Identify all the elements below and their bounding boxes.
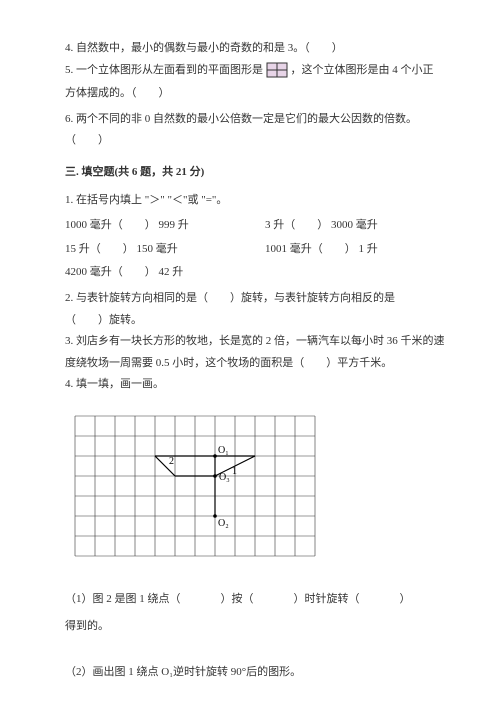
q5-shape-icon — [266, 62, 288, 78]
q4-sub1-b: ）按（ — [221, 593, 254, 605]
f1-row-2: 4200 毫升（ ） 42 升 — [65, 264, 445, 282]
f1-row-0: 1000 毫升（ ） 999 升 3 升（ ） 3000 毫升 — [65, 217, 445, 235]
svg-text:O₂: O₂ — [218, 518, 229, 529]
section-3-title: 三. 填空题(共 6 题，共 21 分) — [65, 164, 445, 182]
f1-2-0: 4200 毫升（ ） 42 升 — [65, 264, 235, 282]
question-5-line1: 5. 一个立体图形从左面看到的平面图形是 ，这个立体图形是由 4 个小正 — [65, 62, 445, 80]
f2-line1: 2. 与表针旋转方向相同的是（ ）旋转，与表针旋转方向相反的是 — [65, 292, 395, 304]
question-5-line2: 方体摆成的。（ ） — [65, 85, 445, 103]
q5-line2: 方体摆成的。（ ） — [65, 87, 170, 99]
f1-1-1: 1001 毫升（ ） 1 升 — [265, 241, 378, 259]
q4-sub2-text: （2）画出图 1 绕点 O₁逆时针旋转 90°后的图形。 — [65, 666, 301, 678]
f2-line2: （ ）旋转。 — [65, 314, 142, 326]
q5-pre: 5. 一个立体图形从左面看到的平面图形是 — [65, 64, 263, 76]
q4-sub1-d: ） — [400, 593, 411, 605]
f3-line1: 3. 刘店乡有一块长方形的牧地，长是宽的 2 倍，一辆汽车以每小时 36 千米的… — [65, 335, 445, 347]
f1-0-0: 1000 毫升（ ） 999 升 — [65, 217, 235, 235]
f4-prompt: 4. 填一填，画一画。 — [65, 378, 164, 390]
fill-q3-line2: 度绕牧场一周需要 0.5 小时，这个牧场的面积是（ ）平方千米。 — [65, 355, 445, 373]
f1-0-1: 3 升（ ） 3000 毫升 — [265, 217, 378, 235]
fill-q2-line1: 2. 与表针旋转方向相同的是（ ）旋转，与表针旋转方向相反的是 — [65, 290, 445, 308]
svg-text:2: 2 — [169, 456, 174, 467]
q4-sub1: （1）图 2 是图 1 绕点（ ）按（ ）时针旋转（ ） — [65, 591, 445, 609]
question-4: 4. 自然数中，最小的偶数与最小的奇数的和是 3。（ ） — [65, 40, 445, 58]
fill-q1-prompt: 1. 在括号内填上 "＞" "＜"或 "="。 — [65, 192, 445, 210]
q4-grid-figure: O₁ O₃ O₂ 1 2 — [65, 406, 445, 573]
q4-sub2: （2）画出图 1 绕点 O₁逆时针旋转 90°后的图形。 — [65, 664, 445, 682]
q4-text: 4. 自然数中，最小的偶数与最小的奇数的和是 3。（ ） — [65, 42, 343, 54]
fill-q4-prompt: 4. 填一填，画一画。 — [65, 376, 445, 394]
q4-sub1-a: （1）图 2 是图 1 绕点（ — [65, 593, 181, 605]
q6-line1: 6. 两个不同的非 0 自然数的最小公倍数一定是它们的最大公因数的倍数。 — [65, 113, 417, 125]
f3-line2: 度绕牧场一周需要 0.5 小时，这个牧场的面积是（ ）平方千米。 — [65, 357, 392, 369]
f1-row-1: 15 升（ ） 150 毫升 1001 毫升（ ） 1 升 — [65, 241, 445, 259]
svg-text:O₃: O₃ — [219, 472, 230, 483]
f1-prompt: 1. 在括号内填上 "＞" "＜"或 "="。 — [65, 194, 227, 206]
q4-sub1-c: ）时针旋转（ — [294, 593, 360, 605]
q6-line2: （ ） — [65, 134, 109, 146]
q4-sub1-line2: 得到的。 — [65, 618, 445, 636]
section3-title-text: 三. 填空题(共 6 题，共 21 分) — [65, 166, 204, 178]
svg-text:1: 1 — [232, 466, 237, 477]
question-6-line2: （ ） — [65, 132, 445, 150]
fill-q2-line2: （ ）旋转。 — [65, 312, 445, 330]
f1-1-0: 15 升（ ） 150 毫升 — [65, 241, 235, 259]
q4-sub1-line2-text: 得到的。 — [65, 620, 109, 632]
question-6-line1: 6. 两个不同的非 0 自然数的最小公倍数一定是它们的最大公因数的倍数。 — [65, 111, 445, 129]
q5-post: ，这个立体图形是由 4 个小正 — [291, 64, 434, 76]
svg-text:O₁: O₁ — [218, 445, 229, 456]
fill-q3-line1: 3. 刘店乡有一块长方形的牧地，长是宽的 2 倍，一辆汽车以每小时 36 千米的… — [65, 333, 445, 351]
grid-svg: O₁ O₃ O₂ 1 2 — [65, 406, 325, 566]
